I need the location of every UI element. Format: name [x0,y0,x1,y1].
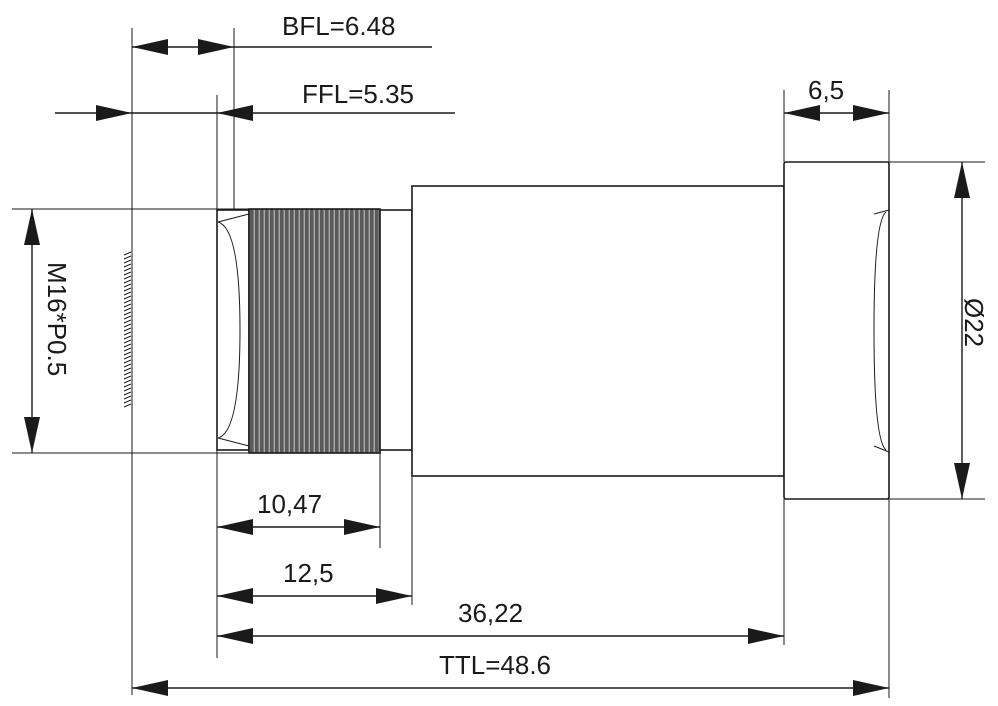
shoulder-ring [379,209,413,451]
main-body [411,185,785,477]
front-lens-element [873,211,887,451]
dimension-labels: BFL=6.48 FFL=5.35 6,5 M16*P0.5 Ø22 10,47… [42,11,989,680]
lens-body [216,161,890,500]
ttl-label: TTL=48.6 [439,650,551,680]
flange-width-label: 6,5 [808,75,844,105]
thread-length-label: 10,47 [257,489,322,519]
bfl-label: BFL=6.48 [282,11,395,41]
front-flange [783,161,890,500]
thread-spec-label: M16*P0.5 [42,262,72,376]
mount-length-label: 12,5 [283,558,334,588]
rear-lip [216,209,250,451]
rear-lens-element [217,221,241,439]
extension-lines [12,28,985,698]
sensor-plane-hatch [123,250,133,408]
arrowheads [24,39,970,696]
threaded-barrel [248,208,381,454]
body-length-label: 36,22 [458,598,523,628]
ffl-label: FFL=5.35 [302,79,414,109]
diameter-label: Ø22 [959,298,989,347]
